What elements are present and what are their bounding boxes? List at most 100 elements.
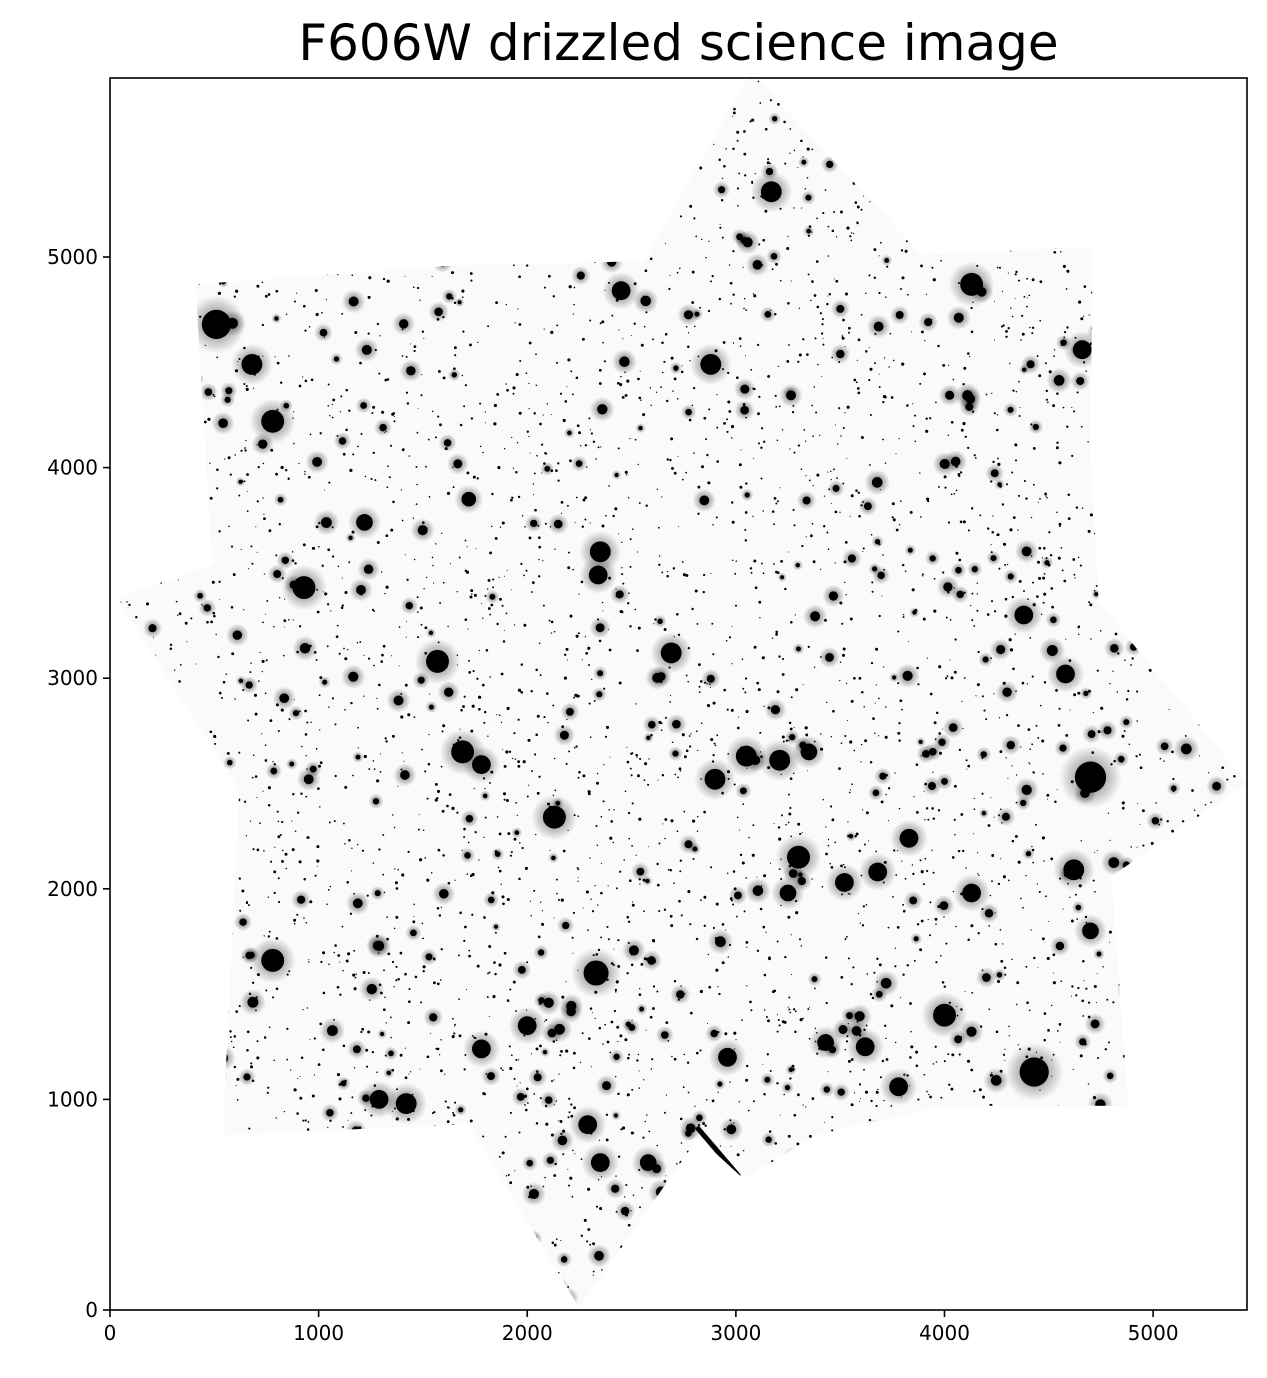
- faint-star: [728, 410, 732, 413]
- faint-star: [432, 981, 436, 985]
- faint-star: [460, 708, 463, 712]
- faint-star: [917, 1098, 920, 1101]
- faint-star: [533, 472, 536, 475]
- faint-star: [1077, 691, 1081, 695]
- faint-star: [712, 753, 715, 757]
- faint-star: [494, 972, 497, 976]
- faint-star: [577, 776, 580, 779]
- faint-star: [306, 1007, 309, 1009]
- faint-star: [958, 558, 962, 562]
- faint-star: [812, 484, 814, 487]
- faint-star: [424, 626, 428, 630]
- faint-star: [823, 1121, 825, 1123]
- faint-star: [366, 1065, 369, 1068]
- faint-star: [700, 238, 703, 241]
- faint-star: [520, 663, 524, 666]
- faint-star: [652, 338, 654, 341]
- faint-star: [896, 926, 900, 929]
- faint-star: [968, 355, 971, 358]
- faint-star: [878, 735, 880, 737]
- faint-star: [500, 883, 502, 886]
- faint-star: [354, 331, 358, 334]
- faint-star: [453, 1025, 456, 1027]
- faint-star: [858, 1083, 862, 1086]
- faint-star: [553, 917, 555, 919]
- faint-star: [922, 617, 926, 621]
- faint-star: [351, 274, 354, 277]
- faint-star: [828, 292, 832, 296]
- faint-star: [1130, 664, 1132, 666]
- faint-star: [419, 606, 423, 610]
- faint-star: [1017, 529, 1019, 531]
- faint-star: [669, 701, 672, 703]
- faint-star: [550, 330, 554, 334]
- faint-star: [392, 412, 396, 415]
- faint-star: [566, 386, 568, 388]
- faint-star: [248, 1127, 251, 1130]
- faint-star: [791, 410, 795, 414]
- faint-star: [745, 1064, 749, 1068]
- faint-star: [278, 596, 281, 599]
- faint-star: [935, 923, 937, 925]
- faint-star: [760, 562, 763, 565]
- faint-star: [482, 1092, 486, 1095]
- faint-star: [719, 1145, 722, 1147]
- faint-star: [744, 539, 748, 542]
- faint-star: [339, 411, 341, 413]
- faint-star: [453, 346, 457, 350]
- faint-star: [1139, 823, 1141, 825]
- faint-star: [839, 679, 841, 682]
- faint-star: [776, 940, 779, 943]
- faint-star: [853, 676, 856, 680]
- faint-star: [472, 670, 475, 673]
- faint-star: [283, 1110, 286, 1113]
- faint-star: [830, 735, 833, 738]
- faint-star: [521, 514, 524, 517]
- faint-star: [1108, 930, 1112, 934]
- faint-star: [542, 604, 545, 607]
- faint-star: [591, 910, 595, 913]
- faint-star: [473, 787, 475, 790]
- faint-star: [866, 973, 869, 975]
- faint-star: [1221, 766, 1224, 769]
- faint-star: [550, 620, 554, 624]
- faint-star: [677, 455, 679, 457]
- faint-star: [869, 201, 871, 203]
- faint-star: [769, 862, 772, 864]
- faint-star: [900, 249, 904, 252]
- faint-star: [716, 393, 718, 396]
- faint-star: [927, 918, 929, 921]
- faint-star: [273, 625, 275, 628]
- faint-star: [487, 607, 491, 610]
- faint-star: [145, 602, 150, 606]
- faint-star: [538, 575, 541, 578]
- faint-star: [700, 722, 703, 725]
- faint-star: [510, 1054, 513, 1057]
- faint-star: [348, 839, 351, 842]
- faint-star: [1130, 846, 1132, 848]
- faint-star: [857, 338, 861, 342]
- faint-star: [213, 734, 217, 739]
- faint-star: [352, 453, 355, 456]
- faint-star: [232, 1046, 235, 1049]
- faint-star: [567, 1168, 569, 1170]
- faint-star: [408, 1000, 411, 1003]
- faint-star: [700, 465, 705, 469]
- faint-star: [226, 751, 230, 755]
- faint-star: [790, 621, 793, 624]
- faint-star: [943, 916, 945, 918]
- faint-star: [926, 497, 930, 501]
- faint-star: [644, 762, 648, 766]
- faint-star: [401, 355, 404, 357]
- faint-star: [863, 1068, 865, 1071]
- faint-star: [787, 301, 790, 305]
- faint-star: [744, 677, 748, 680]
- faint-star: [442, 854, 445, 857]
- faint-star: [589, 736, 592, 739]
- faint-star: [644, 1120, 647, 1123]
- faint-star: [234, 698, 236, 700]
- faint-star: [240, 548, 242, 551]
- faint-star: [465, 988, 468, 990]
- faint-star: [958, 1053, 961, 1056]
- faint-star: [932, 771, 934, 773]
